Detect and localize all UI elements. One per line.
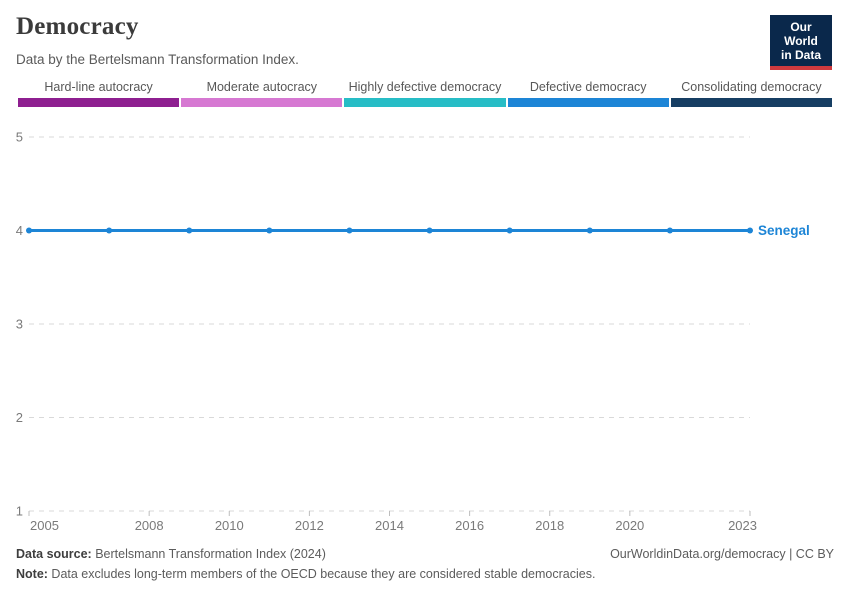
legend-label: Highly defective democracy [348,80,502,94]
source-row: Data source: Bertelsmann Transformation … [16,547,834,561]
legend-item-1: Moderate autocracy [181,80,343,107]
page-subtitle: Data by the Bertelsmann Transformation I… [16,52,299,67]
owid-logo[interactable]: Our World in Data [770,15,832,71]
page-title: Democracy [16,13,139,40]
regime-category-legend: Hard-line autocracy Moderate autocracy Hig… [18,80,833,107]
data-point[interactable] [666,227,673,234]
legend-color-bar [344,98,506,107]
legend-color-bar [18,98,180,107]
data-point[interactable] [186,227,193,234]
y-tick-label: 1 [16,504,23,519]
owid-logo-line1: Our World [784,20,818,49]
legend-color-bar [507,98,669,107]
attribution-link[interactable]: OurWorldinData.org/democracy | CC BY [610,547,834,561]
y-tick-label: 5 [16,130,23,145]
footer: Data source: Bertelsmann Transformation … [16,547,834,581]
legend-item-4: Consolidating democracy [670,80,833,107]
data-point[interactable] [26,227,32,234]
x-tick-label: 2018 [535,518,564,533]
x-tick-label: 2005 [30,518,59,533]
x-tick-label: 2010 [215,518,244,533]
data-source-label: Data source: [16,547,92,561]
data-source-text: Bertelsmann Transformation Index (2024) [91,547,326,561]
legend-label: Moderate autocracy [206,80,318,94]
legend-label: Defective democracy [529,80,647,94]
x-tick-label: 2020 [615,518,644,533]
legend-label: Consolidating democracy [681,80,822,94]
y-tick-label: 3 [16,317,23,332]
note-row: Note: Data excludes long-term members of… [16,567,834,581]
owid-logo-line2: in Data [780,48,821,63]
note-label: Note: [16,567,48,581]
note-text: Data excludes long-term members of the O… [47,567,596,581]
data-point[interactable] [506,227,513,234]
x-tick-label: 2008 [135,518,164,533]
legend-item-3: Defective democracy [507,80,669,107]
y-tick-label: 4 [16,223,23,238]
x-tick-label: 2014 [375,518,404,533]
series-end-label[interactable]: Senegal [758,223,810,238]
data-point[interactable] [106,227,113,234]
y-tick-label: 2 [16,410,23,425]
x-tick-label: 2016 [455,518,484,533]
legend-color-bar [670,98,833,107]
data-point[interactable] [747,227,753,234]
data-point[interactable] [266,227,273,234]
x-tick-label: 2023 [728,518,757,533]
data-point[interactable] [586,227,593,234]
data-source: Data source: Bertelsmann Transformation … [16,547,326,561]
data-point[interactable] [426,227,433,234]
legend-color-bar [181,98,343,107]
data-point[interactable] [346,227,353,234]
legend-label: Hard-line autocracy [44,80,153,94]
x-tick-label: 2012 [295,518,324,533]
legend-item-2: Highly defective democracy [344,80,506,107]
legend-item-0: Hard-line autocracy [18,80,180,107]
